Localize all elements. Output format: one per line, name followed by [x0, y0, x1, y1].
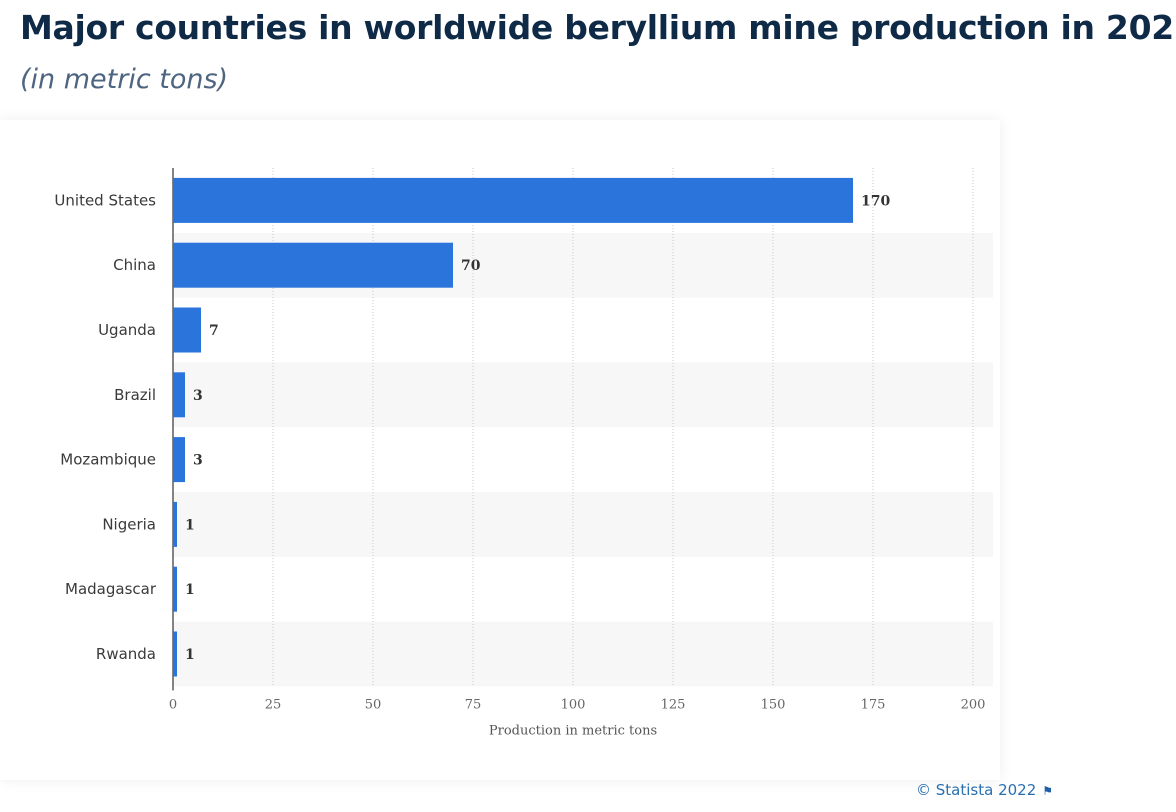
x-axis-label: Production in metric tons	[489, 723, 657, 738]
x-tick-label: 0	[169, 697, 177, 712]
bar-china[interactable]	[173, 242, 453, 288]
x-tick-label: 150	[761, 697, 786, 712]
category-label: Mozambique	[60, 451, 156, 469]
chart-card: United States 170 China 70 Uganda 7 Brazil 3 Moz…	[0, 120, 1000, 780]
page-subtitle: (in metric tons)	[20, 64, 229, 95]
page-title: Major countries in worldwide beryllium m…	[20, 8, 1176, 47]
flag-icon: ⚑	[1042, 784, 1054, 798]
bar-chart: United States 170 China 70 Uganda 7 Brazil 3 Moz…	[54, 168, 993, 738]
category-label: Uganda	[98, 321, 156, 339]
bar-nigeria[interactable]	[173, 501, 177, 547]
statista-credit[interactable]: © Statista 2022 ⚑	[916, 781, 1053, 799]
data-label: 7	[209, 323, 219, 339]
data-label: 1	[185, 582, 195, 598]
credit-text: © Statista 2022	[916, 781, 1037, 799]
category-label: United States	[54, 191, 156, 209]
data-label: 3	[193, 453, 203, 469]
category-label: China	[113, 256, 156, 274]
row-stripe	[173, 492, 993, 557]
bar-uganda[interactable]	[173, 307, 201, 353]
category-label: Nigeria	[102, 515, 156, 533]
bar-rwanda[interactable]	[173, 631, 177, 677]
x-tick-label: 75	[465, 697, 482, 712]
data-label: 70	[461, 258, 481, 274]
x-tick-label: 125	[661, 697, 686, 712]
bar-united-states[interactable]	[173, 177, 853, 223]
x-tick-label: 200	[961, 697, 986, 712]
x-tick-label: 25	[265, 697, 282, 712]
row-stripe	[173, 362, 993, 428]
x-tick-label: 175	[861, 697, 886, 712]
bar-madagascar[interactable]	[173, 566, 177, 612]
x-tick-label: 50	[365, 697, 382, 712]
category-label: Madagascar	[65, 580, 157, 598]
bar-mozambique[interactable]	[173, 437, 185, 483]
bar-brazil[interactable]	[173, 372, 185, 418]
category-label: Rwanda	[96, 645, 156, 663]
data-label: 3	[193, 388, 203, 404]
data-label: 170	[861, 193, 890, 209]
row-stripe	[173, 621, 993, 687]
data-label: 1	[185, 647, 195, 663]
category-label: Brazil	[114, 386, 156, 404]
x-tick-label: 100	[561, 697, 586, 712]
data-label: 1	[185, 517, 195, 533]
